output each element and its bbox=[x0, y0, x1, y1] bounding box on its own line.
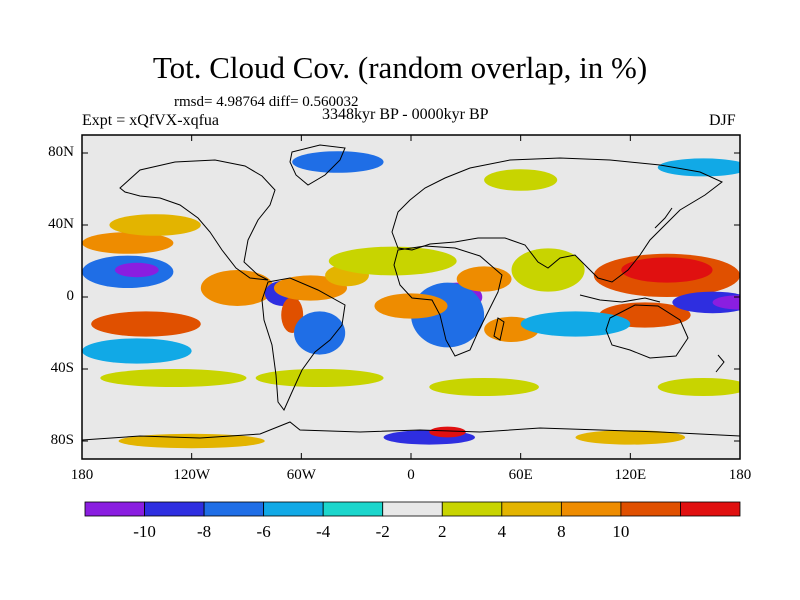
coastline-australia bbox=[605, 304, 689, 359]
lat-label: 40S bbox=[50, 360, 74, 376]
coastline-south-america bbox=[261, 277, 346, 411]
colorbar-swatch bbox=[620, 501, 681, 517]
anomaly-region bbox=[520, 311, 631, 337]
lon-label: 180 bbox=[70, 467, 94, 483]
coastlines bbox=[82, 144, 740, 441]
colorbar-label: 10 bbox=[612, 522, 630, 541]
colorbar-swatch bbox=[84, 501, 145, 517]
colorbar-swatch bbox=[382, 501, 443, 517]
anomaly-region bbox=[575, 430, 686, 445]
lat-label: 40N bbox=[48, 216, 74, 232]
lon-label: 60E bbox=[508, 467, 533, 483]
anomaly-region bbox=[429, 426, 466, 438]
anomaly-region bbox=[429, 378, 539, 396]
coastline-antarctica bbox=[82, 421, 740, 441]
plot-title: Tot. Cloud Cov. (random overlap, in %) bbox=[152, 50, 648, 85]
anomaly-region bbox=[294, 311, 346, 355]
lat-label: 80S bbox=[50, 432, 74, 448]
lon-label: 120E bbox=[614, 467, 647, 483]
lon-label: 60W bbox=[286, 467, 316, 483]
experiment-label: Expt = xQfVX-xqfua bbox=[82, 112, 219, 129]
anomaly-region bbox=[621, 257, 713, 283]
anomaly-region bbox=[456, 266, 512, 292]
lon-tick-marks bbox=[81, 135, 741, 459]
coastline-new-zealand bbox=[715, 354, 725, 373]
anomaly-region bbox=[118, 433, 265, 449]
period-label: 3348kyr BP - 0000kyr BP bbox=[322, 106, 489, 123]
colorbar-swatch bbox=[680, 501, 741, 517]
lon-label: 180 bbox=[728, 467, 752, 483]
colorbar-label: 8 bbox=[557, 522, 566, 541]
colorbar bbox=[84, 501, 741, 517]
colorbar-swatch bbox=[322, 501, 384, 517]
coastline-north-america bbox=[119, 159, 276, 281]
anomaly-region bbox=[328, 246, 457, 276]
anomaly-region bbox=[712, 295, 740, 310]
colorbar-label: 4 bbox=[497, 522, 507, 541]
stats-text: rmsd= 4.98764 diff= 0.560032 bbox=[174, 94, 359, 110]
lon-label: 0 bbox=[407, 467, 415, 483]
anomaly-field bbox=[82, 151, 740, 449]
coastline-eurasia bbox=[391, 157, 723, 283]
colorbar-swatch bbox=[560, 501, 622, 517]
colorbar-swatch bbox=[203, 501, 265, 517]
coastline-madagascar bbox=[493, 317, 505, 341]
colorbar-label: -10 bbox=[133, 522, 156, 541]
colorbar-label: -4 bbox=[316, 522, 331, 541]
lon-label: 120W bbox=[173, 467, 210, 483]
anomaly-region bbox=[82, 338, 192, 364]
coastline-japan bbox=[654, 207, 673, 229]
coastline-indonesia bbox=[579, 294, 661, 303]
anomaly-region bbox=[91, 311, 201, 337]
anomaly-region bbox=[657, 378, 740, 396]
colorbar-label: -8 bbox=[196, 522, 212, 541]
anomaly-region bbox=[109, 214, 201, 236]
colorbar-label: -6 bbox=[256, 522, 271, 541]
anomaly-region bbox=[200, 270, 274, 306]
colorbar-swatch bbox=[501, 501, 562, 517]
colorbar-swatch bbox=[441, 501, 503, 517]
anomaly-region bbox=[484, 169, 558, 191]
anomaly-region bbox=[100, 369, 247, 387]
coastline-greenland bbox=[289, 144, 346, 186]
lat-label: 80N bbox=[48, 144, 74, 160]
colorbar-swatch bbox=[144, 501, 205, 517]
colorbar-label: 2 bbox=[438, 522, 447, 541]
anomaly-region bbox=[273, 275, 348, 301]
lat-tick-marks bbox=[82, 152, 740, 442]
anomaly-region bbox=[114, 262, 159, 278]
anomaly-region bbox=[657, 158, 740, 177]
anomaly-region bbox=[82, 232, 174, 254]
colorbar-label: -2 bbox=[375, 522, 390, 541]
colorbar-swatch bbox=[263, 501, 324, 517]
coastline-africa bbox=[393, 245, 503, 357]
season-label: DJF bbox=[709, 112, 736, 129]
lat-label: 0 bbox=[66, 288, 75, 304]
anomaly-region bbox=[255, 369, 384, 387]
anomaly-region bbox=[511, 248, 585, 292]
